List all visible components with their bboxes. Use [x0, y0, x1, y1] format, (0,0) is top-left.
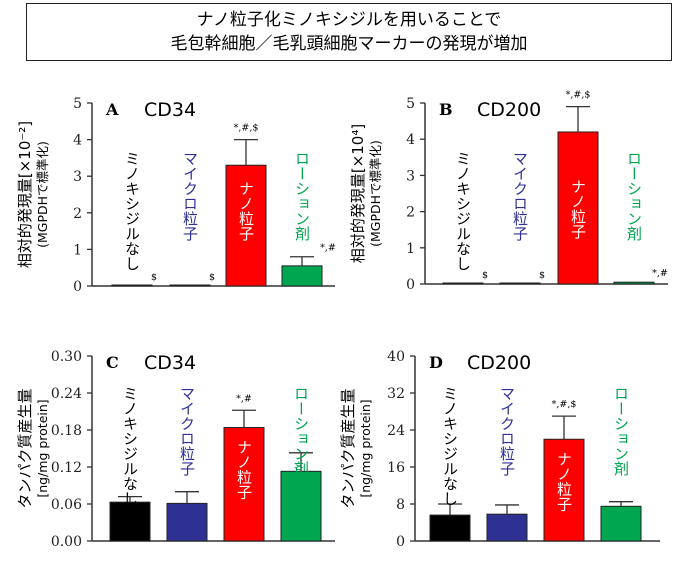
- bar-label: ローション剤: [612, 386, 630, 477]
- y-axis-label: タンパク質産生量: [16, 388, 34, 508]
- bar-label: マイクロ粒子: [178, 386, 196, 476]
- bar-1: [111, 284, 153, 287]
- significance-mark: *,#,$: [552, 399, 577, 410]
- bar-2: [166, 502, 208, 542]
- y-tick-label: 4: [406, 132, 415, 148]
- panel-title: CD200: [467, 352, 531, 374]
- figure-title: ナノ粒子化ミノキシジルを用いることで 毛包幹細胞／毛乳頭細胞マーカーの発現が増加: [26, 3, 672, 61]
- y-tick-label: 5: [406, 96, 415, 112]
- bar-4: [281, 265, 323, 287]
- bar-label: ミノキシジルなし: [441, 386, 459, 506]
- panel-title: CD200: [477, 99, 541, 121]
- bar-label: ローション剤: [292, 386, 310, 477]
- bar-1: [429, 514, 471, 542]
- y-tick-label: 0.24: [51, 386, 82, 402]
- bar-label: ナノ粒子: [555, 451, 573, 511]
- panel-letter: B: [439, 100, 453, 119]
- bar-label: マイクロ粒子: [498, 386, 516, 476]
- y-tick-label: 3: [406, 168, 415, 184]
- bar-label: マイクロ粒子: [511, 151, 529, 241]
- bar-label: ナノ粒子: [237, 181, 255, 241]
- bar-2: [499, 282, 541, 285]
- bar-label: ミノキシジルなし: [123, 151, 141, 271]
- y-tick-label: 40: [387, 349, 405, 365]
- y-axis-sublabel: [ng/mg protein]: [35, 399, 50, 497]
- bar-2: [486, 513, 528, 542]
- y-tick-label: 1: [73, 242, 82, 258]
- significance-mark: *,#: [236, 393, 252, 404]
- bar-label: マイクロ粒子: [181, 151, 199, 241]
- y-axis-label: タンパク質産生量: [339, 388, 357, 508]
- bar-1: [109, 501, 151, 542]
- y-tick-label: 0: [396, 534, 405, 550]
- panel-letter: D: [429, 353, 443, 372]
- y-tick-label: 24: [387, 423, 405, 439]
- y-axis-sublabel: [ng/mg protein]: [358, 399, 373, 497]
- significance-mark: *,#,$: [566, 90, 591, 101]
- panel-title: CD34: [144, 352, 196, 374]
- significance-mark: *,#: [652, 268, 668, 279]
- panel-letter: C: [106, 353, 119, 372]
- y-tick-label: 0.12: [51, 460, 82, 476]
- panel-title: CD34: [144, 99, 196, 121]
- bar-label: ミノキシジルなし: [121, 386, 139, 506]
- bar-4: [280, 470, 322, 542]
- y-axis-label: 相対的発現量[×10⁴]: [349, 124, 367, 263]
- y-tick-label: 0.06: [51, 497, 82, 513]
- title-line-2: 毛包幹細胞／毛乳頭細胞マーカーの発現が増加: [170, 34, 528, 54]
- y-axis-sublabel: (MGPDHで標準化): [368, 140, 383, 247]
- y-tick-label: 0: [73, 279, 82, 295]
- bar-2: [169, 284, 211, 287]
- significance-mark: *,#: [320, 243, 336, 254]
- y-axis-label: 相対的発現量[×10⁻²]: [16, 121, 34, 268]
- y-tick-label: 2: [73, 206, 82, 222]
- bar-3: [543, 438, 585, 542]
- bar-4: [600, 505, 642, 542]
- bar-label: ローション剤: [625, 151, 643, 242]
- bar-4: [613, 281, 655, 285]
- title-line-1: ナノ粒子化ミノキシジルを用いることで: [196, 10, 502, 30]
- y-tick-label: 0: [406, 277, 415, 293]
- y-tick-label: 4: [73, 133, 82, 149]
- y-tick-label: 2: [406, 205, 415, 221]
- bar-1: [442, 282, 484, 285]
- bar-label: ローション剤: [293, 151, 311, 242]
- significance-mark: $: [151, 272, 157, 283]
- y-tick-label: 5: [73, 96, 82, 112]
- y-tick-label: 3: [73, 169, 82, 185]
- significance-mark: $: [482, 270, 488, 281]
- panel-letter: A: [105, 100, 119, 119]
- y-axis-sublabel: (MGPDHで標準化): [35, 141, 50, 248]
- y-tick-label: 1: [406, 241, 415, 257]
- y-tick-label: 8: [396, 497, 405, 513]
- significance-mark: $: [209, 272, 215, 283]
- bar-label: ナノ粒子: [235, 440, 253, 500]
- bar-label: ミノキシジルなし: [454, 151, 472, 271]
- y-tick-label: 0.18: [51, 423, 82, 439]
- bar-3: [557, 131, 599, 285]
- bar-label: ナノ粒子: [569, 179, 587, 239]
- y-tick-label: 0.00: [51, 534, 82, 550]
- bar-3: [223, 427, 265, 542]
- significance-mark: *,#,$: [234, 123, 259, 134]
- y-tick-label: 32: [387, 386, 405, 402]
- significance-mark: $: [539, 270, 545, 281]
- y-tick-label: 0.30: [51, 349, 82, 365]
- y-tick-label: 16: [387, 460, 405, 476]
